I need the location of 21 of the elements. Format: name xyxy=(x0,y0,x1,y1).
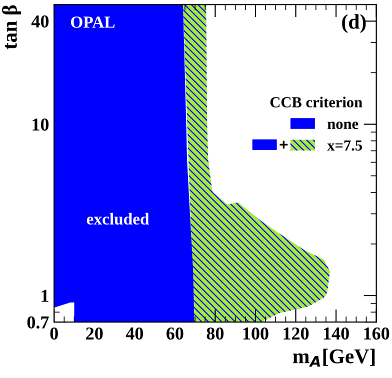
x-tick-label: 80 xyxy=(206,327,224,340)
y-axis-title: tan β xyxy=(2,5,22,50)
annotation: (d) xyxy=(342,14,366,34)
x-tick-label: 100 xyxy=(243,327,268,340)
x-tick-label: 60 xyxy=(166,327,184,340)
x-tick-label: 120 xyxy=(284,327,309,340)
y-tick-label: 0.7 xyxy=(27,316,49,329)
x-tick-label: 20 xyxy=(86,327,103,340)
x-tick-label: 160 xyxy=(364,327,390,340)
x-tick-label: 140 xyxy=(324,327,349,340)
legend-label: none xyxy=(328,122,358,130)
x-tick-label: 40 xyxy=(126,327,143,340)
legend-title: CCB criterion xyxy=(270,96,362,108)
legend-label: x=7.5 xyxy=(327,140,362,151)
x-axis-title: m$_{A}$[GeV] xyxy=(292,348,375,367)
annotation: OPAL xyxy=(71,16,115,28)
y-tick-label: 40 xyxy=(31,15,49,28)
x-tick-label: 0 xyxy=(50,327,58,340)
y-tick-label: 1 xyxy=(42,290,48,302)
y-tick-label: 10 xyxy=(32,118,49,131)
annotation: excluded xyxy=(86,212,150,225)
